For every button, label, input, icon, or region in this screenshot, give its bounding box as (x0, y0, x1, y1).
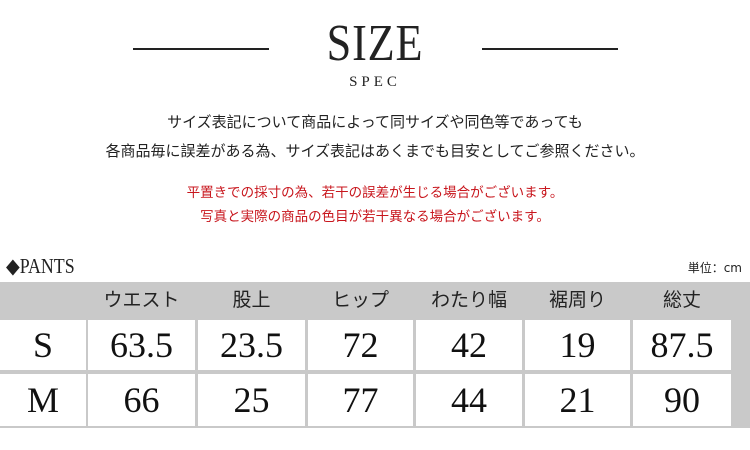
table-cell: 90 (633, 374, 731, 426)
table-cell: 72 (308, 320, 413, 370)
table-cell: 23.5 (198, 320, 305, 370)
column-header: 裾周り (548, 289, 606, 311)
unit-label: 単位：cm (687, 261, 742, 275)
column-header: わたり幅 (430, 289, 507, 311)
table-cell: 66 (88, 374, 195, 426)
title-rule-left (133, 48, 269, 50)
table-cell: 77 (308, 374, 413, 426)
section-label: ◆PANTS (6, 254, 75, 278)
table-cell: 87.5 (633, 320, 731, 370)
title-rule-right (482, 48, 618, 50)
column-header: 総丈 (662, 289, 701, 311)
column-header: ウエスト (103, 289, 180, 311)
warning-line-1: 平置きでの採寸の為、若干の誤差が生じる場合がございます。 (186, 185, 564, 201)
table-cell: 42 (416, 320, 522, 370)
size-table: ウエスト 股上 ヒップ わたり幅 裾周り 総丈 S 63.5 23.5 72 42 19 87.5 M 66… (0, 282, 750, 428)
size-label: M (0, 374, 86, 426)
table-cell: 25 (198, 374, 305, 426)
note-line-1: サイズ表記について商品によって同サイズや同色等であっても (167, 113, 583, 131)
size-label: S (0, 320, 86, 370)
warning-line-2: 写真と実際の商品の色目が若干異なる場合がございます。 (200, 209, 550, 225)
page-subtitle: SPEC (349, 74, 401, 90)
note-line-2: 各商品毎に誤差がある為、サイズ表記はあくまでも目安としてご参照ください。 (105, 142, 645, 160)
table-cell: 44 (416, 374, 522, 426)
table-cell: 19 (525, 320, 630, 370)
table-cell: 21 (525, 374, 630, 426)
column-header: 股上 (232, 289, 271, 311)
page-title: SIZE (326, 15, 424, 72)
table-cell: 63.5 (88, 320, 195, 370)
column-header: ヒップ (331, 289, 389, 311)
